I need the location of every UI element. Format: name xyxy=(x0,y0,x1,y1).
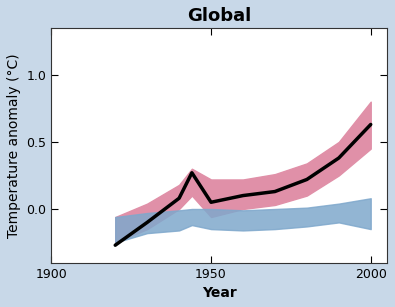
Y-axis label: Temperature anomaly (°C): Temperature anomaly (°C) xyxy=(7,53,21,238)
X-axis label: Year: Year xyxy=(202,286,236,300)
Title: Global: Global xyxy=(187,7,251,25)
